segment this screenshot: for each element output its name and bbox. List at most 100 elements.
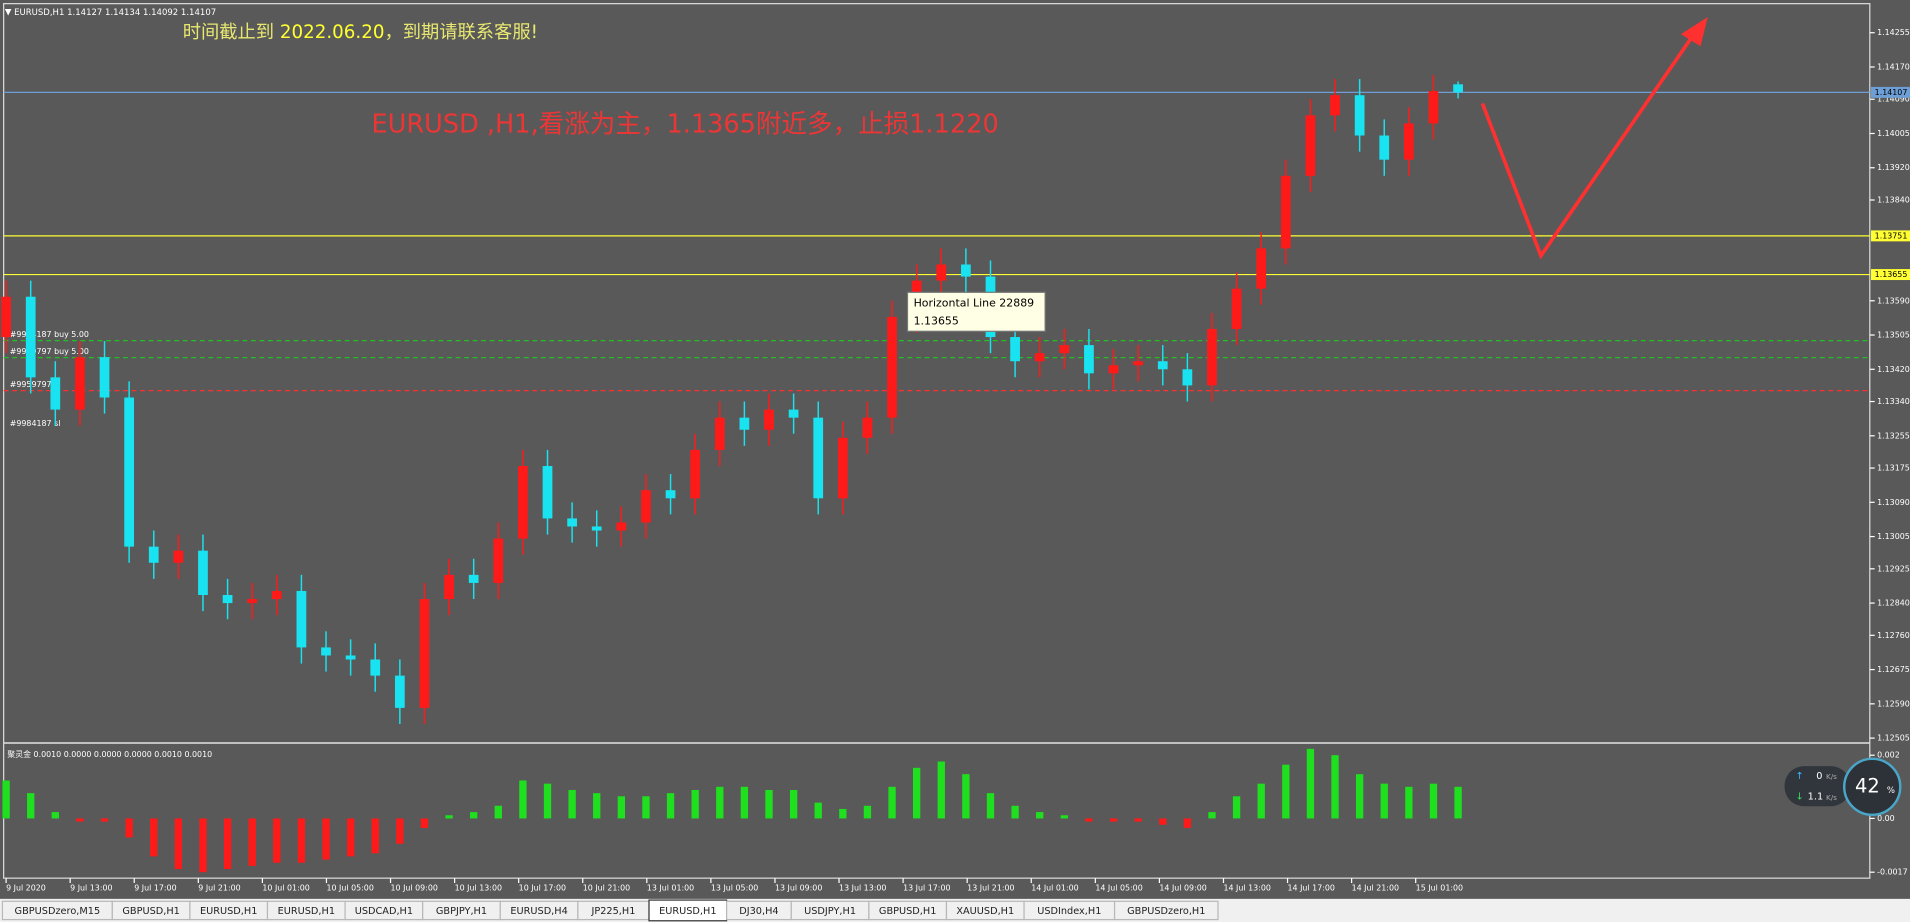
tab-label[interactable]: GBPUSDzero,H1	[1127, 906, 1205, 917]
notice-text: 时间截止到	[183, 22, 280, 43]
candle-body	[1010, 337, 1020, 362]
histogram-bar	[962, 774, 970, 819]
open-value: 1.14127	[67, 8, 102, 18]
histogram-bar	[150, 818, 158, 857]
candle-body	[247, 599, 258, 604]
candle-body	[788, 409, 799, 418]
candle-body	[1059, 345, 1070, 354]
candle-body	[124, 397, 135, 547]
tab-label[interactable]: GBPUSDzero,M15	[15, 906, 101, 917]
tab-label[interactable]: EURUSD,H1	[659, 906, 716, 917]
histogram-bar	[1405, 786, 1413, 819]
histogram-bar	[1011, 805, 1019, 819]
candle-body	[1453, 84, 1463, 93]
tab[interactable]	[1113, 900, 1219, 921]
y-tick-label: 1.14170	[1877, 62, 1910, 71]
candle-body	[1428, 91, 1439, 124]
percent-sign: %	[1887, 786, 1895, 796]
tab-label[interactable]: EURUSD,H1	[200, 906, 257, 917]
tab-label[interactable]: DJ30,H4	[739, 906, 778, 917]
y-tick-label: 1.13920	[1877, 163, 1910, 172]
candle-body	[468, 574, 479, 583]
candle-body	[739, 417, 750, 430]
histogram-bar	[814, 802, 822, 819]
indicator-value: 0.0000	[64, 749, 92, 758]
x-tick-label: 14 Jul 01:00	[1031, 883, 1078, 892]
histogram-bar	[568, 789, 576, 819]
histogram-bar	[125, 818, 133, 838]
tab-label[interactable]: EURUSD,H4	[510, 906, 567, 917]
histogram-bar	[273, 818, 281, 863]
histogram-bar	[986, 793, 995, 819]
histogram-bar	[519, 780, 527, 819]
speed-widget: ↑ 0 K/s ↓ 1.1 K/s 42 %	[1784, 757, 1902, 817]
y-tick-label: 1.12760	[1877, 631, 1910, 640]
x-tick-label: 14 Jul 21:00	[1352, 883, 1399, 892]
tab-label[interactable]: XAUUSD,H1	[956, 906, 1014, 917]
candle-body	[99, 357, 110, 398]
histogram-bar	[1134, 818, 1142, 822]
candle-body	[25, 296, 36, 378]
order-label: #9959797 sl	[10, 380, 61, 389]
candle-body	[1133, 361, 1144, 366]
candle-body	[444, 574, 454, 600]
y-tick-label: 1.13505	[1877, 331, 1910, 340]
indicator-value: 0.0010	[34, 749, 62, 758]
x-tick-label: 10 Jul 01:00	[262, 883, 309, 892]
y-tick-label: 1.14005	[1877, 129, 1910, 138]
candle-body	[271, 590, 282, 600]
x-tick-label: 13 Jul 17:00	[903, 883, 950, 892]
indicator-value: 0.0010	[154, 749, 182, 758]
candle-body	[616, 522, 627, 531]
histogram-bar	[1085, 818, 1093, 822]
histogram-bar	[1109, 818, 1118, 822]
x-tick-label: 10 Jul 21:00	[583, 883, 630, 892]
histogram-bar	[346, 818, 355, 857]
histogram-bar	[1306, 748, 1315, 819]
tab-label[interactable]: EURUSD,H1	[278, 906, 335, 917]
up-icon: ↑	[1795, 771, 1803, 782]
annotation: EURUSD ,H1,看涨为主，1.1365附近多，止损1.1220	[372, 109, 999, 139]
histogram-bar	[420, 818, 429, 828]
y-tick-label: -0.0017	[1877, 868, 1908, 877]
x-tick-label: 10 Jul 05:00	[326, 883, 373, 892]
tab-label[interactable]: USDJPY,H1	[804, 906, 856, 917]
y-tick-label: 1.14090	[1877, 95, 1910, 104]
x-tick-label: 14 Jul 17:00	[1288, 883, 1335, 892]
histogram-bar	[76, 818, 84, 822]
tooltip: Horizontal Line 22889 1.13655	[906, 291, 1046, 332]
tab-label[interactable]: GBPUSD,H1	[879, 906, 937, 917]
histogram-bar	[445, 815, 453, 819]
candle-body	[714, 417, 725, 450]
histogram-bar	[839, 808, 847, 819]
histogram-bar	[1454, 786, 1462, 819]
histogram-bar	[1282, 764, 1290, 819]
candle-body	[1280, 175, 1291, 249]
histogram-bar	[863, 805, 872, 819]
candle-body	[1305, 115, 1316, 176]
order-label: #9959797 buy 5.00	[10, 347, 89, 356]
x-tick-label: 13 Jul 21:00	[967, 883, 1014, 892]
level-tag	[1871, 269, 1910, 281]
histogram-bar	[470, 812, 478, 819]
percent: 42	[1855, 774, 1880, 797]
y-tick-label: 1.12590	[1877, 699, 1910, 708]
level-tag-label: 1.13655	[1875, 270, 1908, 279]
level-tag-label: 1.13751	[1875, 231, 1908, 240]
tab-label[interactable]: JP225,H1	[590, 906, 635, 917]
histogram-bar	[396, 818, 404, 844]
x-tick-label: 13 Jul 01:00	[647, 883, 694, 892]
candle-body	[1157, 361, 1168, 370]
chart-frame	[3, 3, 1871, 879]
tab-label[interactable]: USDCAD,H1	[355, 906, 413, 917]
candle-body	[370, 659, 381, 676]
tab-label[interactable]: GBPJPY,H1	[436, 906, 487, 917]
histogram-bar	[1380, 783, 1388, 819]
y-tick-label: 1.13340	[1877, 397, 1910, 406]
candle-body	[1379, 135, 1390, 160]
tab-label[interactable]: USDIndex,H1	[1037, 906, 1101, 917]
tab-label[interactable]: GBPUSD,H1	[122, 906, 180, 917]
histogram-bar	[1159, 818, 1167, 825]
histogram-bar	[716, 786, 724, 819]
arrow	[1480, 30, 1698, 260]
